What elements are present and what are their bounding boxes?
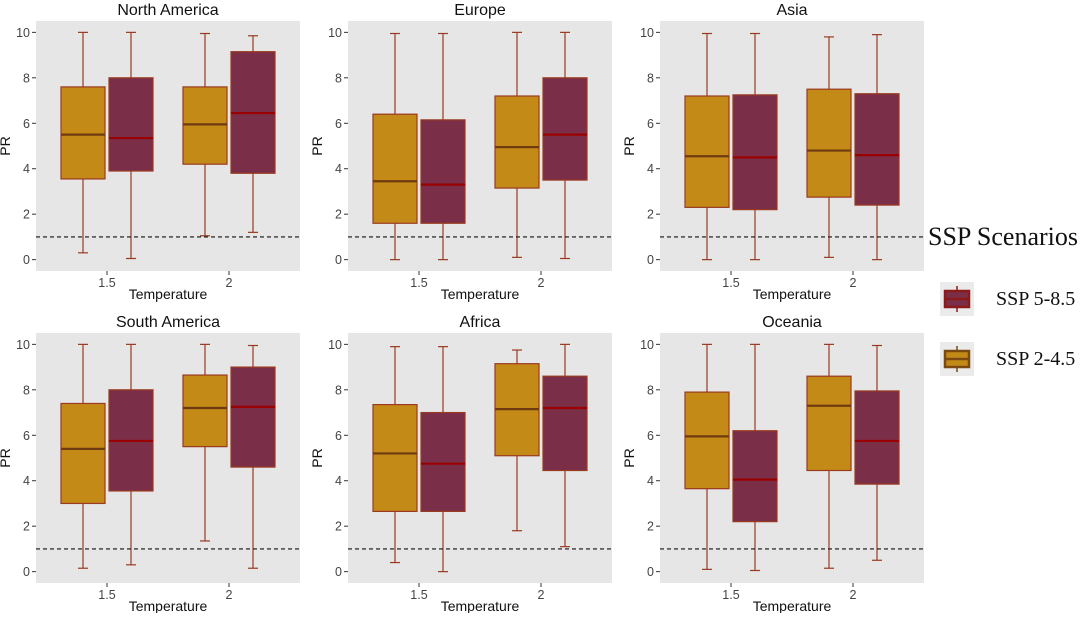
- box-oceania-ssp-2-4-5-2: [806, 375, 852, 472]
- box-asia-ssp-2-4-5-1-5: [684, 95, 730, 208]
- box-europe-ssp-2-4-5-2: [494, 95, 540, 189]
- y-tick-label-south-america: 8: [23, 383, 30, 397]
- y-tick-label-asia: 0: [647, 253, 654, 267]
- x-tick-label-africa: 2: [538, 588, 545, 602]
- x-tick-label-europe: 2: [538, 276, 545, 290]
- box-asia-ssp-5-8-5-1-5: [732, 94, 778, 211]
- y-tick-label-north-america: 6: [23, 117, 30, 131]
- x-axis-label-oceania: Temperature: [753, 598, 832, 613]
- y-tick-label-north-america: 0: [23, 253, 30, 267]
- x-tick-label-asia: 1.5: [722, 276, 739, 290]
- y-tick-label-oceania: 10: [640, 338, 654, 352]
- legend: SSP Scenarios SSP 5-8.5 SSP 2-4.5: [928, 222, 1088, 376]
- box-africa-ssp-2-4-5-1-5: [372, 403, 418, 513]
- box-europe-ssp-5-8-5-1-5: [420, 119, 466, 224]
- y-tick-label-asia: 2: [647, 208, 654, 222]
- panel-title-oceania: Oceania: [762, 314, 822, 331]
- y-tick-label-oceania: 8: [647, 383, 654, 397]
- y-tick-label-africa: 8: [335, 383, 342, 397]
- x-tick-label-south-america: 2: [226, 588, 233, 602]
- y-tick-label-asia: 10: [640, 26, 654, 40]
- x-axis-label-europe: Temperature: [441, 286, 520, 302]
- y-tick-label-south-america: 0: [23, 565, 30, 579]
- y-tick-label-asia: 8: [647, 71, 654, 85]
- box-asia-ssp-2-4-5-2: [806, 88, 852, 198]
- y-tick-label-europe: 2: [335, 208, 342, 222]
- box-north-america-ssp-2-4-5-1-5: [60, 86, 106, 180]
- panel-title-africa: Africa: [460, 314, 501, 331]
- y-axis-label-africa: PR: [309, 448, 325, 467]
- y-tick-label-oceania: 0: [647, 565, 654, 579]
- panel-title-asia: Asia: [776, 2, 807, 19]
- y-tick-label-south-america: 6: [23, 429, 30, 443]
- y-tick-label-europe: 6: [335, 117, 342, 131]
- legend-item-ssp245: SSP 2-4.5: [940, 342, 1075, 376]
- y-tick-label-north-america: 8: [23, 71, 30, 85]
- box-europe-ssp-2-4-5-1-5: [372, 113, 418, 224]
- box-oceania-ssp-5-8-5-1-5: [732, 430, 778, 523]
- y-tick-label-asia: 4: [647, 162, 654, 176]
- x-tick-label-oceania: 2: [850, 588, 857, 602]
- y-tick-label-oceania: 6: [647, 429, 654, 443]
- y-axis-label-north-america: PR: [0, 136, 13, 155]
- y-tick-label-north-america: 2: [23, 208, 30, 222]
- panel-title-south-america: South America: [116, 314, 220, 331]
- box-south-america-ssp-5-8-5-2: [230, 366, 276, 468]
- x-axis-label-north-america: Temperature: [129, 286, 208, 302]
- x-axis-label-south-america: Temperature: [129, 598, 208, 613]
- box-oceania-ssp-2-4-5-1-5: [684, 391, 730, 490]
- box-south-america-ssp-2-4-5-2: [182, 374, 228, 448]
- y-axis-label-asia: PR: [621, 136, 637, 155]
- box-africa-ssp-5-8-5-1-5: [420, 411, 466, 513]
- box-north-america-ssp-2-4-5-2: [182, 86, 228, 165]
- box-oceania-ssp-5-8-5-2: [854, 390, 900, 485]
- x-tick-label-south-america: 1.5: [98, 588, 115, 602]
- box-north-america-ssp-5-8-5-1-5: [108, 77, 154, 172]
- y-tick-label-north-america: 4: [23, 162, 30, 176]
- x-axis-label-asia: Temperature: [753, 286, 832, 302]
- x-tick-label-oceania: 1.5: [722, 588, 739, 602]
- panel-title-europe: Europe: [454, 2, 506, 19]
- legend-label-ssp245: SSP 2-4.5: [996, 347, 1076, 370]
- y-tick-label-north-america: 10: [16, 26, 30, 40]
- y-axis-label-europe: PR: [309, 136, 325, 155]
- y-tick-label-africa: 2: [335, 520, 342, 534]
- y-axis-label-oceania: PR: [621, 448, 637, 467]
- legend-title: SSP Scenarios: [928, 222, 1078, 251]
- x-tick-label-europe: 1.5: [410, 276, 427, 290]
- y-tick-label-africa: 0: [335, 565, 342, 579]
- y-tick-label-asia: 6: [647, 117, 654, 131]
- x-tick-label-north-america: 2: [226, 276, 233, 290]
- y-tick-label-africa: 4: [335, 474, 342, 488]
- x-axis-label-africa: Temperature: [441, 598, 520, 613]
- box-europe-ssp-5-8-5-2: [542, 77, 588, 181]
- y-tick-label-europe: 0: [335, 253, 342, 267]
- panel-title-north-america: North America: [117, 2, 218, 19]
- y-tick-label-oceania: 4: [647, 474, 654, 488]
- box-asia-ssp-5-8-5-2: [854, 93, 900, 206]
- y-tick-label-south-america: 10: [16, 338, 30, 352]
- legend-key-ssp245: [940, 342, 974, 376]
- y-tick-label-europe: 10: [328, 26, 342, 40]
- y-tick-label-oceania: 2: [647, 520, 654, 534]
- x-tick-label-asia: 2: [850, 276, 857, 290]
- legend-key-ssp585: [940, 282, 974, 316]
- y-tick-label-south-america: 4: [23, 474, 30, 488]
- legend-item-ssp585: SSP 5-8.5: [940, 282, 1075, 316]
- box-africa-ssp-5-8-5-2: [542, 375, 588, 472]
- y-axis-label-south-america: PR: [0, 448, 13, 467]
- box-south-america-ssp-2-4-5-1-5: [60, 402, 106, 505]
- y-tick-label-africa: 6: [335, 429, 342, 443]
- x-tick-label-north-america: 1.5: [98, 276, 115, 290]
- y-tick-label-europe: 4: [335, 162, 342, 176]
- y-tick-label-africa: 10: [328, 338, 342, 352]
- y-tick-label-europe: 8: [335, 71, 342, 85]
- y-tick-label-south-america: 2: [23, 520, 30, 534]
- legend-label-ssp585: SSP 5-8.5: [996, 287, 1076, 310]
- x-tick-label-africa: 1.5: [410, 588, 427, 602]
